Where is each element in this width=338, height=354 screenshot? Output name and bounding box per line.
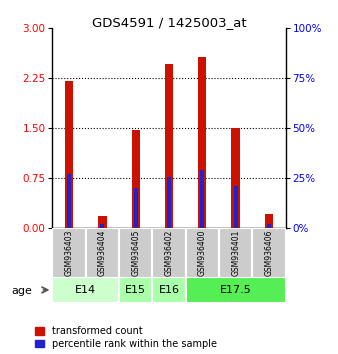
Bar — [65, 81, 73, 228]
Text: GDS4591 / 1425003_at: GDS4591 / 1425003_at — [92, 16, 246, 29]
Bar — [219, 228, 252, 278]
Legend: transformed count, percentile rank within the sample: transformed count, percentile rank withi… — [35, 326, 217, 349]
Bar — [119, 277, 152, 303]
Bar — [52, 228, 86, 278]
Bar — [200, 170, 204, 228]
Text: GSM936401: GSM936401 — [231, 230, 240, 276]
Text: GSM936405: GSM936405 — [131, 230, 140, 276]
Bar — [86, 228, 119, 278]
Bar — [167, 177, 171, 228]
Bar — [234, 186, 238, 228]
Bar — [152, 228, 186, 278]
Text: E16: E16 — [159, 285, 179, 295]
Bar — [252, 228, 286, 278]
Bar — [134, 188, 138, 228]
Text: GSM936403: GSM936403 — [65, 230, 74, 276]
Text: E14: E14 — [75, 285, 96, 295]
Bar — [98, 216, 106, 228]
Bar — [265, 214, 273, 228]
Bar — [232, 129, 240, 228]
Bar — [119, 228, 152, 278]
Text: age: age — [12, 286, 33, 296]
Bar — [267, 224, 271, 228]
Text: E15: E15 — [125, 285, 146, 295]
Text: GSM936402: GSM936402 — [165, 230, 173, 276]
Bar — [131, 130, 140, 228]
Text: GSM936404: GSM936404 — [98, 230, 107, 276]
Bar — [52, 277, 119, 303]
Text: GSM936406: GSM936406 — [264, 230, 273, 276]
Bar — [198, 57, 207, 228]
Bar — [100, 224, 104, 228]
Text: E17.5: E17.5 — [220, 285, 251, 295]
Bar — [152, 277, 186, 303]
Bar — [186, 277, 286, 303]
Text: GSM936400: GSM936400 — [198, 230, 207, 276]
Bar — [186, 228, 219, 278]
Bar — [165, 64, 173, 228]
Bar — [67, 174, 71, 228]
